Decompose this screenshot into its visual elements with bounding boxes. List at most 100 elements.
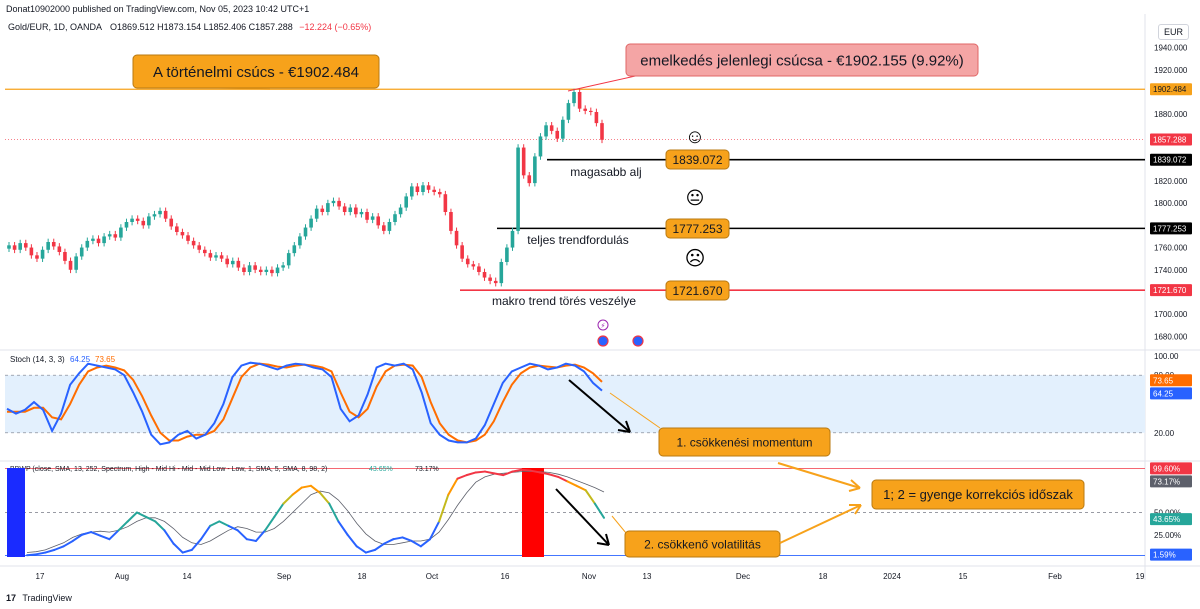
bbwp-title: BBWP (close, SMA, 13, 252, Spectrum, Hig… — [10, 466, 327, 473]
price-tick-label: 1820.000 — [1154, 177, 1188, 186]
bbwp-line-segment — [319, 491, 331, 505]
bbwp-line-segment — [227, 524, 239, 532]
peak-callout-box — [625, 43, 979, 77]
x-tick-label: Nov — [582, 572, 596, 581]
bbwp-line-segment — [300, 484, 312, 489]
x-tick-label: 14 — [183, 572, 192, 581]
bbwp-line-segment — [126, 511, 138, 523]
price-tick-label: 1740.000 — [1154, 266, 1188, 275]
bbwp-line-segment — [145, 515, 157, 523]
currency-button[interactable]: EUR — [1158, 24, 1190, 40]
bbwp-line-segment — [364, 548, 377, 554]
candle-body — [91, 238, 95, 241]
bbwp-line-segment — [154, 520, 166, 532]
x-tick-label: Feb — [1048, 572, 1062, 581]
stoch-d-axis-label-bg — [1150, 374, 1192, 387]
x-tick-label: 2024 — [883, 572, 901, 581]
bbwp-line-segment — [419, 538, 431, 548]
bbwp-line-segment — [328, 502, 340, 523]
candle-body — [443, 194, 448, 212]
level3-axis-label-bg — [1150, 284, 1192, 297]
bbwp-line-segment — [566, 480, 578, 487]
bbwp-top-axis-label: 99.60% — [1153, 464, 1180, 473]
candle-body — [63, 252, 67, 261]
candle-body — [544, 125, 548, 137]
bbwp-ma-axis-label: 73.17% — [1153, 477, 1180, 486]
candle-body — [594, 112, 599, 124]
ath-callout-box — [132, 54, 380, 89]
candle-body — [376, 216, 381, 226]
momentum-callout-line — [609, 392, 661, 429]
bbwp-ma-axis-label-bg — [1150, 475, 1192, 488]
stoch-title: Stoch (14, 3, 3) — [10, 355, 65, 364]
candle-body — [589, 110, 593, 112]
candle-body — [460, 245, 464, 259]
candle-body — [35, 255, 39, 259]
candle-body — [516, 147, 520, 231]
lightning-event-icon — [597, 319, 609, 331]
peak-callout: emelkedés jelenlegi csúcsa - €1902.155 (… — [640, 52, 964, 69]
summary-arrow-1 — [777, 462, 861, 489]
bbwp-line-segment — [62, 539, 74, 548]
bbwp-line-segment — [538, 471, 551, 476]
bbwp-line-segment — [44, 548, 56, 554]
publish-info: Donat10902000 published on TradingView.c… — [6, 4, 310, 14]
tradingview-logo-icon: 17 — [6, 593, 17, 603]
happy-face-icon: ☺ — [685, 126, 705, 148]
bbwp-line-segment — [529, 469, 541, 474]
bbwp-line-segment — [456, 474, 468, 480]
level3-value: 1721.670 — [672, 284, 722, 298]
bbwp-line-segment — [465, 471, 477, 477]
level1-axis-label: 1839.072 — [1153, 156, 1187, 165]
candle-body — [292, 245, 297, 254]
candle-body — [230, 260, 235, 265]
candle-body — [186, 235, 190, 241]
bbwp-line-segment — [108, 529, 120, 541]
candle-body — [119, 227, 123, 238]
summary-callout: 1; 2 = gyenge korrekciós időszak — [883, 487, 1073, 502]
candle-body — [527, 175, 532, 184]
candle-body — [561, 119, 565, 139]
bbwp-line-segment — [90, 531, 102, 537]
level2-value-box — [665, 218, 730, 239]
ath-axis-label-bg — [1150, 83, 1192, 96]
candle-body — [208, 253, 213, 258]
candle-body — [404, 196, 408, 208]
candle-body — [331, 200, 336, 204]
bbwp-line-segment — [520, 468, 532, 472]
candle-body — [510, 230, 515, 248]
summary-arrow-2-head — [849, 504, 862, 515]
summary-arrow-1-head — [848, 479, 861, 492]
bbwp-line-segment — [593, 502, 605, 519]
ath-axis-label: 1902.484 — [1153, 85, 1187, 94]
bbwp-line-segment — [483, 470, 496, 475]
x-tick-label: Dec — [736, 572, 750, 581]
stoch-d-value: 73.65 — [95, 355, 116, 364]
x-tick-label: 18 — [819, 572, 828, 581]
candle-body — [370, 216, 375, 220]
bbwp-line-segment — [291, 486, 303, 496]
bbwp-line-segment — [218, 520, 230, 527]
candle-body — [600, 123, 604, 140]
summary-callout-box — [871, 479, 1085, 510]
candle-body — [113, 234, 118, 238]
level1-text: magasabb alj — [570, 165, 641, 179]
candle-body — [298, 236, 302, 246]
candle-body — [421, 185, 425, 192]
momentum-arrow — [568, 379, 631, 433]
candle-body — [74, 256, 78, 270]
volatility-arrow — [555, 488, 610, 546]
level3-value-box — [665, 280, 730, 301]
candle-body — [555, 130, 560, 139]
candle-body — [488, 277, 492, 281]
candle-body — [130, 218, 134, 222]
bbwp-line-segment — [80, 531, 93, 536]
stoch-k-axis-label-bg — [1150, 387, 1192, 400]
bbwp-line-segment — [447, 477, 459, 496]
bbwp-line-segment — [309, 484, 322, 494]
candle-body — [68, 260, 73, 270]
bbwp-line-segment — [209, 520, 221, 527]
bbwp-line-segment — [282, 493, 294, 505]
candle-body — [57, 246, 62, 252]
bbwp-line-segment — [26, 553, 38, 557]
